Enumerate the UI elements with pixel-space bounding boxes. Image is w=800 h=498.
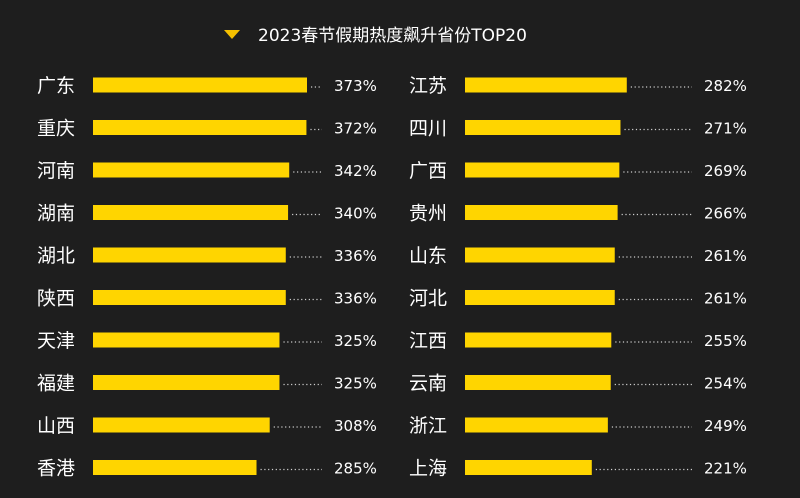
value-label: 373%	[334, 77, 377, 95]
value-label: 285%	[334, 460, 377, 478]
value-label: 266%	[704, 205, 747, 223]
category-label: 贵州	[409, 203, 447, 225]
bar	[93, 247, 286, 263]
bar	[93, 77, 307, 93]
category-label: 山西	[37, 415, 75, 437]
bar	[465, 332, 612, 348]
category-label: 江苏	[409, 75, 447, 97]
category-label: 香港	[37, 458, 75, 480]
value-label: 325%	[334, 332, 377, 350]
bar	[93, 120, 307, 135]
title-marker-icon	[224, 30, 240, 39]
category-label: 广东	[37, 75, 75, 97]
category-label: 天津	[37, 330, 75, 352]
bar	[465, 120, 621, 135]
value-label: 282%	[704, 77, 747, 95]
value-label: 372%	[334, 120, 377, 138]
category-label: 山东	[409, 245, 447, 267]
value-label: 261%	[704, 247, 747, 265]
value-label: 308%	[334, 417, 377, 435]
bar-group: 广东 373% 重庆 372% 河南 342% 湖南 340% 湖北 336% 陕西 336% 天津 32…	[37, 75, 747, 480]
bar	[465, 247, 615, 263]
bar	[465, 205, 618, 220]
bar	[465, 290, 615, 305]
value-label: 269%	[704, 162, 747, 180]
category-label: 福建	[37, 373, 75, 395]
value-label: 255%	[704, 332, 747, 350]
category-label: 浙江	[409, 415, 447, 437]
value-label: 249%	[704, 417, 747, 435]
category-label: 陕西	[37, 288, 75, 310]
bar	[93, 205, 289, 220]
bar	[93, 375, 280, 390]
category-label: 湖南	[37, 203, 75, 225]
category-label: 湖北	[37, 245, 75, 267]
bar	[93, 332, 280, 348]
bar	[93, 290, 286, 305]
bar	[93, 417, 270, 433]
category-label: 四川	[409, 118, 447, 140]
value-label: 336%	[334, 290, 377, 308]
chart-title: 2023春节假期热度飙升省份TOP20	[258, 26, 527, 46]
category-label: 河北	[409, 288, 447, 310]
value-label: 340%	[334, 205, 377, 223]
category-label: 重庆	[37, 118, 75, 140]
value-label: 261%	[704, 290, 747, 308]
bar	[465, 460, 592, 475]
category-label: 河南	[37, 160, 75, 182]
bar	[93, 162, 290, 178]
bar	[465, 417, 608, 433]
category-label: 江西	[409, 330, 447, 352]
value-label: 336%	[334, 247, 377, 265]
bar	[93, 460, 257, 475]
value-label: 342%	[334, 162, 377, 180]
category-label: 云南	[409, 373, 447, 395]
value-label: 271%	[704, 120, 747, 138]
bar	[465, 375, 611, 390]
category-label: 广西	[409, 160, 447, 182]
value-label: 325%	[334, 375, 377, 393]
category-label: 上海	[409, 458, 447, 480]
value-label: 254%	[704, 375, 747, 393]
bar	[465, 77, 627, 93]
value-label: 221%	[704, 460, 747, 478]
bar	[465, 162, 620, 178]
